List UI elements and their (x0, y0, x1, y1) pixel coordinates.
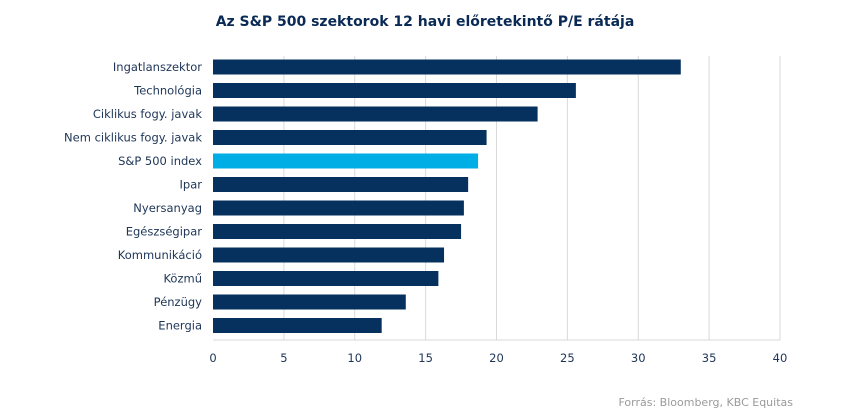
category-label: Technológia (133, 84, 202, 98)
category-label: Pénzügy (154, 295, 203, 309)
bar (213, 177, 469, 192)
category-label: Ingatlanszektor (113, 60, 202, 74)
bar (213, 294, 406, 310)
bar (213, 83, 576, 98)
bar (213, 200, 464, 216)
category-label: Egészségipar (126, 225, 203, 239)
x-tick-label: 15 (418, 351, 433, 365)
bar (213, 130, 487, 145)
bar (213, 318, 382, 333)
x-tick-label: 20 (489, 351, 504, 365)
source-note: Forrás: Bloomberg, KBC Equitas (618, 396, 793, 409)
category-label: Nem ciklikus fogy. javak (64, 131, 202, 145)
category-label: Ipar (180, 178, 203, 192)
chart-title: Az S&P 500 szektorok 12 havi előretekint… (215, 14, 635, 30)
bar (213, 271, 439, 286)
x-tick-label: 10 (347, 351, 362, 365)
x-tick-label: 30 (631, 351, 646, 365)
category-label: Kommunikáció (118, 248, 202, 262)
bar (213, 59, 681, 75)
category-label: Energia (158, 319, 202, 333)
x-tick-label: 35 (702, 351, 717, 365)
x-tick-label: 40 (773, 351, 788, 365)
bar (213, 224, 462, 239)
category-label: Közmű (163, 272, 202, 286)
bar (213, 153, 479, 169)
category-label: Nyersanyag (133, 201, 202, 215)
bar (213, 106, 538, 122)
x-tick-label: 5 (280, 351, 287, 365)
x-tick-label: 0 (209, 351, 216, 365)
category-label: Ciklikus fogy. javak (93, 107, 202, 121)
x-tick-label: 25 (560, 351, 575, 365)
bar (213, 247, 445, 263)
category-label: S&P 500 index (118, 154, 202, 168)
